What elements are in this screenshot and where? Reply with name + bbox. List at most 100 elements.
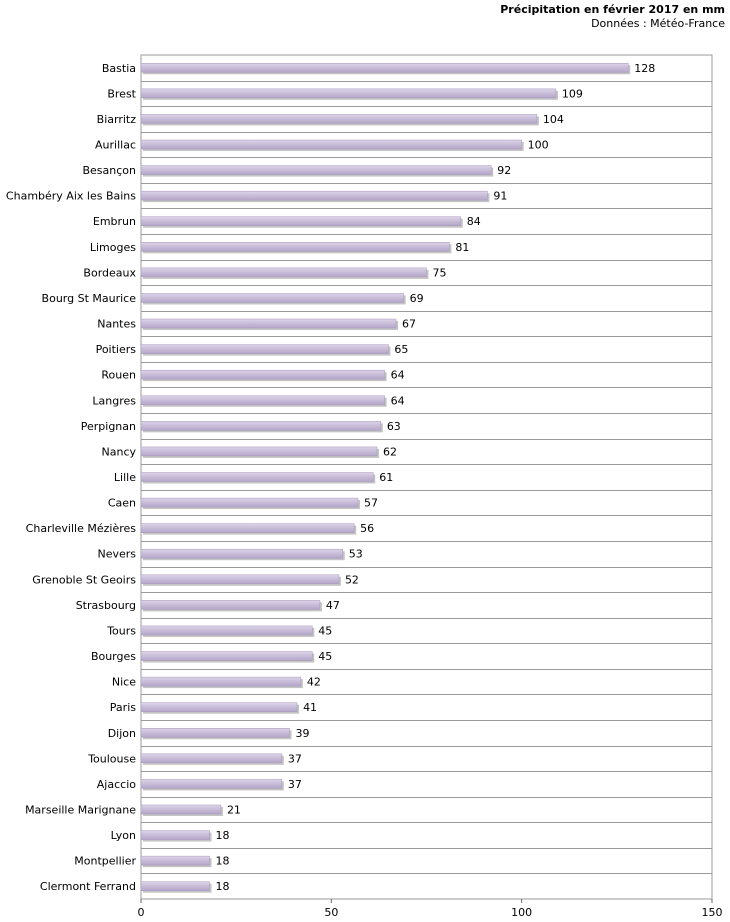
data-label: 67 bbox=[402, 318, 416, 331]
x-tick-label: 50 bbox=[324, 906, 338, 919]
category-label: Nancy bbox=[102, 445, 137, 458]
data-label: 62 bbox=[383, 445, 397, 458]
category-label: Aurillac bbox=[95, 139, 136, 152]
bar bbox=[140, 421, 382, 431]
bar bbox=[140, 369, 385, 380]
category-label: Paris bbox=[110, 701, 136, 714]
data-label: 39 bbox=[295, 727, 309, 740]
bar bbox=[140, 344, 389, 354]
data-label: 18 bbox=[216, 880, 230, 893]
data-label: 92 bbox=[497, 164, 511, 177]
category-label: Tours bbox=[106, 624, 136, 637]
category-label: Clermont Ferrand bbox=[40, 880, 136, 893]
category-label: Lyon bbox=[111, 829, 136, 842]
data-label: 104 bbox=[543, 113, 564, 126]
category-label: Bourg St Maurice bbox=[42, 292, 137, 305]
data-label: 45 bbox=[318, 624, 332, 637]
bar bbox=[140, 139, 522, 150]
x-tick-label: 100 bbox=[511, 906, 532, 919]
data-label: 75 bbox=[433, 266, 447, 279]
data-label: 56 bbox=[360, 522, 374, 535]
category-label: Dijon bbox=[108, 727, 136, 740]
data-label: 18 bbox=[216, 829, 230, 842]
bar bbox=[140, 216, 462, 226]
bar bbox=[140, 165, 492, 175]
bar bbox=[140, 318, 397, 329]
bar bbox=[140, 855, 210, 866]
bar bbox=[140, 651, 313, 661]
bar bbox=[140, 63, 629, 73]
category-label: Brest bbox=[107, 87, 136, 100]
category-label: Marseille Marignane bbox=[25, 803, 136, 816]
bar bbox=[140, 779, 283, 789]
data-label: 91 bbox=[493, 190, 507, 203]
bar bbox=[140, 600, 321, 610]
category-label: Toulouse bbox=[87, 752, 136, 765]
data-label: 37 bbox=[288, 752, 302, 765]
category-label: Chambéry Aix les Bains bbox=[6, 190, 136, 203]
bar bbox=[140, 497, 359, 508]
data-label: 37 bbox=[288, 778, 302, 791]
category-label: Nantes bbox=[97, 318, 136, 331]
category-label: Perpignan bbox=[81, 420, 136, 433]
bar bbox=[140, 625, 313, 636]
bar bbox=[140, 472, 374, 482]
bar bbox=[140, 676, 302, 687]
chart-title: Précipitation en février 2017 en mm bbox=[500, 3, 725, 16]
data-label: 64 bbox=[391, 369, 405, 382]
data-label: 81 bbox=[455, 241, 469, 254]
category-label: Limoges bbox=[90, 241, 136, 254]
category-label: Biarritz bbox=[97, 113, 137, 126]
bar bbox=[140, 881, 210, 891]
data-label: 65 bbox=[394, 343, 408, 356]
data-label: 69 bbox=[410, 292, 424, 305]
bar bbox=[140, 88, 557, 99]
category-label: Bastia bbox=[102, 62, 136, 75]
category-label: Poitiers bbox=[96, 343, 137, 356]
bar bbox=[140, 267, 427, 278]
bar bbox=[140, 753, 283, 764]
bar bbox=[140, 830, 210, 840]
category-label: Nice bbox=[112, 676, 136, 689]
data-label: 53 bbox=[349, 548, 363, 561]
data-label: 18 bbox=[216, 855, 230, 868]
category-label: Bordeaux bbox=[83, 266, 136, 279]
bar bbox=[140, 548, 344, 559]
bar bbox=[140, 804, 222, 815]
category-label: Embrun bbox=[93, 215, 136, 228]
category-label: Langres bbox=[92, 394, 136, 407]
bar bbox=[140, 293, 404, 303]
category-label: Bourges bbox=[91, 650, 136, 663]
data-label: 45 bbox=[318, 650, 332, 663]
bar bbox=[140, 574, 340, 585]
category-label: Besançon bbox=[82, 164, 136, 177]
data-label: 109 bbox=[562, 87, 583, 100]
category-label: Montpellier bbox=[74, 855, 136, 868]
category-label: Rouen bbox=[101, 369, 136, 382]
category-label: Lille bbox=[114, 471, 136, 484]
category-label: Charleville Mézières bbox=[26, 522, 137, 535]
category-label: Grenoble St Geoirs bbox=[32, 573, 136, 586]
data-label: 42 bbox=[307, 676, 321, 689]
data-label: 100 bbox=[528, 139, 549, 152]
data-label: 64 bbox=[391, 394, 405, 407]
chart-subtitle: Données : Météo-France bbox=[591, 17, 725, 30]
bar bbox=[140, 114, 538, 124]
category-label: Nevers bbox=[97, 548, 136, 561]
category-label: Ajaccio bbox=[97, 778, 136, 791]
data-label: 52 bbox=[345, 573, 359, 586]
data-label: 63 bbox=[387, 420, 401, 433]
data-label: 47 bbox=[326, 599, 340, 612]
category-label: Strasbourg bbox=[76, 599, 136, 612]
bar bbox=[140, 523, 355, 533]
bar bbox=[140, 395, 385, 406]
data-label: 41 bbox=[303, 701, 317, 714]
category-label: Caen bbox=[108, 497, 136, 510]
bar bbox=[140, 242, 450, 252]
data-label: 128 bbox=[634, 62, 655, 75]
data-label: 84 bbox=[467, 215, 481, 228]
data-label: 61 bbox=[379, 471, 393, 484]
bar bbox=[140, 702, 298, 712]
data-label: 21 bbox=[227, 803, 241, 816]
x-tick-label: 150 bbox=[702, 906, 723, 919]
